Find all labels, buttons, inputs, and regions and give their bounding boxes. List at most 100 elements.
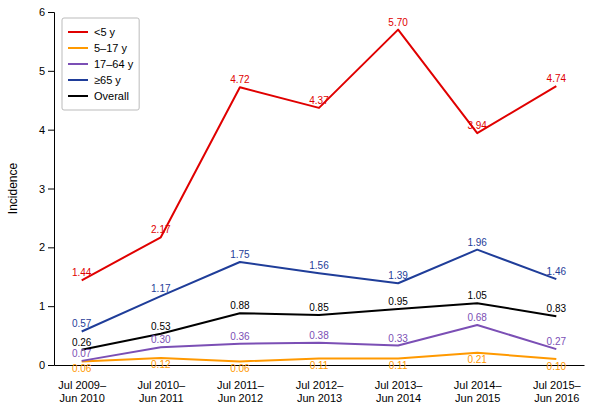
x-tick-label-line: Jul 2010– — [137, 379, 186, 391]
x-tick-label-line: Jun 2011 — [139, 392, 183, 404]
x-tick-label-line: Jun 2014 — [376, 392, 421, 404]
data-label: 4.74 — [547, 73, 567, 84]
x-tick-label: Jul 2012–Jun 2013 — [296, 379, 345, 404]
legend-swatch — [68, 31, 88, 33]
x-tick-label-line: Jul 2012– — [296, 379, 345, 391]
legend: <5 y 5–17 y 17–64 y ≥65 y Overall — [62, 18, 139, 110]
data-label: 1.96 — [467, 237, 487, 248]
data-label: 0.33 — [388, 333, 408, 344]
data-label: 0.11 — [310, 360, 329, 371]
x-tick-label: Jul 2014–Jun 2015 — [454, 379, 503, 404]
data-label: 1.75 — [230, 249, 250, 260]
legend-label: 5–17 y — [94, 42, 128, 54]
x-tick-label-line: Jun 2013 — [297, 392, 342, 404]
data-labels: 1.442.174.724.375.703.944.740.060.120.06… — [72, 17, 567, 374]
data-label: 1.39 — [388, 270, 408, 281]
data-label: 4.37 — [309, 95, 329, 106]
data-label: 0.11 — [389, 360, 408, 371]
legend-item: ≥65 y — [68, 74, 121, 86]
legend-item: 17–64 y — [68, 58, 134, 70]
data-label: 0.85 — [309, 302, 329, 313]
x-tick-label: Jul 2009–Jun 2010 — [58, 379, 107, 404]
x-tick-label-line: Jul 2011– — [217, 379, 265, 391]
y-tick-label: 3 — [39, 183, 45, 195]
x-tick-label: Jul 2015–Jun 2016 — [533, 379, 582, 404]
series-line — [82, 30, 557, 281]
legend-label: ≥65 y — [94, 74, 121, 86]
y-tick: 3 — [39, 183, 54, 195]
y-axis: 0 1 2 3 4 5 6 — [39, 6, 55, 371]
y-axis-title: Incidence — [6, 162, 20, 214]
x-tick-label-line: Jun 2012 — [218, 392, 263, 404]
legend-item: <5 y — [68, 26, 116, 38]
x-tick-label-line: Jun 2016 — [534, 392, 579, 404]
data-label: 0.27 — [547, 336, 567, 347]
y-tick-mark — [48, 189, 54, 190]
data-label: 0.57 — [72, 318, 92, 329]
series-line — [82, 250, 557, 332]
data-label: 0.26 — [72, 337, 92, 348]
y-tick-mark — [48, 247, 54, 248]
data-label: 0.36 — [230, 331, 250, 342]
data-label: 3.94 — [467, 120, 487, 131]
legend-swatch — [68, 47, 88, 49]
data-label: 1.05 — [467, 290, 487, 301]
legend-frame — [62, 18, 139, 110]
data-label: 1.46 — [547, 266, 567, 277]
x-tick: Jul 2013–Jun 2014 — [375, 379, 424, 404]
y-tick-mark — [48, 130, 54, 131]
x-tick-label-line: Jul 2009– — [58, 379, 107, 391]
y-tick: 6 — [39, 6, 54, 18]
data-label: 2.17 — [151, 224, 171, 235]
x-tick-label-line: Jul 2014– — [454, 379, 503, 391]
data-label: 0.07 — [72, 348, 92, 359]
data-label: 1.44 — [72, 267, 92, 278]
data-label: 0.68 — [467, 312, 487, 323]
y-tick-mark — [48, 12, 54, 13]
y-tick-label: 6 — [39, 6, 45, 18]
x-tick: Jul 2015–Jun 2016 — [533, 379, 582, 404]
legend-swatch — [68, 79, 88, 81]
x-tick: Jul 2014–Jun 2015 — [454, 379, 503, 404]
plot-area — [82, 30, 557, 362]
data-label: 0.12 — [151, 359, 171, 370]
x-tick-label: Jul 2011–Jun 2012 — [217, 379, 265, 404]
x-tick: Jul 2012–Jun 2013 — [296, 379, 345, 404]
data-label: 1.56 — [309, 260, 329, 271]
y-tick: 1 — [39, 300, 54, 312]
y-tick-mark — [48, 365, 54, 366]
data-label: 0.53 — [151, 321, 171, 332]
legend-label: Overall — [94, 90, 129, 102]
y-tick-label: 0 — [39, 359, 45, 371]
x-tick: Jul 2011–Jun 2012 — [217, 379, 265, 404]
y-tick: 4 — [39, 124, 54, 136]
legend-item: 5–17 y — [68, 42, 128, 54]
data-label: 0.10 — [547, 361, 567, 372]
data-label: 1.17 — [151, 283, 171, 294]
legend-item: Overall — [68, 90, 129, 102]
x-tick-label: Jul 2010–Jun 2011 — [137, 379, 186, 404]
x-tick-label-line: Jun 2010 — [60, 392, 105, 404]
x-tick: Jul 2010–Jun 2011 — [137, 379, 186, 404]
data-label: 0.88 — [230, 300, 250, 311]
legend-label: <5 y — [94, 26, 116, 38]
x-tick-label-line: Jun 2015 — [455, 392, 500, 404]
x-tick-label: Jul 2013–Jun 2014 — [375, 379, 424, 404]
x-tick-label-line: Jul 2015– — [533, 379, 582, 391]
chart-svg: 0123456Jul 2009–Jun 2010Jul 2010–Jun 201… — [0, 0, 600, 417]
legend-label: 17–64 y — [94, 58, 134, 70]
x-axis: Jul 2009–Jun 2010Jul 2010–Jun 2011Jul 20… — [55, 366, 585, 405]
axis-line — [48, 13, 55, 366]
data-label: 0.06 — [230, 363, 250, 374]
y-tick-label: 2 — [39, 241, 45, 253]
data-label: 0.30 — [151, 334, 171, 345]
data-label: 0.38 — [309, 330, 329, 341]
data-label: 0.95 — [388, 296, 408, 307]
x-tick: Jul 2009–Jun 2010 — [58, 379, 107, 404]
y-tick-mark — [48, 71, 54, 72]
chart-container: 0123456Jul 2009–Jun 2010Jul 2010–Jun 201… — [0, 0, 600, 417]
data-label: 4.72 — [230, 74, 250, 85]
data-label: 5.70 — [388, 17, 408, 28]
y-tick-mark — [48, 306, 54, 307]
y-tick: 5 — [39, 65, 54, 77]
